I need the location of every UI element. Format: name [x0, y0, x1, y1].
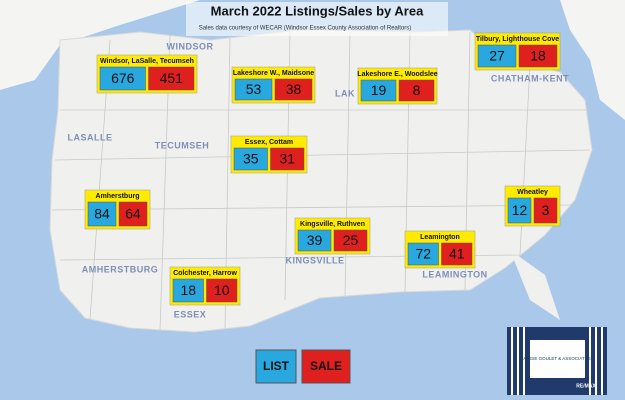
list-box — [360, 79, 397, 102]
sale-box — [118, 201, 148, 227]
subtitle: Sales data courtesy of WECAR (Windsor Es… — [199, 26, 411, 32]
sale-box — [518, 44, 558, 68]
list-box — [297, 229, 332, 252]
point-pelee — [510, 250, 560, 320]
sale-box — [533, 197, 558, 224]
list-box — [507, 197, 532, 224]
list-value: 72 — [415, 246, 431, 262]
list-box — [172, 278, 204, 303]
list-box — [87, 201, 117, 227]
list-value: 19 — [371, 82, 387, 98]
map-label: LASALLE — [68, 132, 113, 142]
area-name: Amherstburg — [96, 193, 140, 200]
logo-stripes — [511, 327, 603, 395]
map-label: LAK — [335, 88, 355, 98]
sale-box — [148, 66, 195, 91]
chatham-land — [560, 0, 625, 120]
road-grid — [51, 31, 591, 331]
sale-value: 41 — [449, 246, 465, 262]
sale-value: 18 — [530, 48, 546, 64]
michigan-land — [0, 0, 200, 90]
area-name: Lakeshore W., Maidsone — [233, 70, 314, 77]
logo-panel — [530, 340, 585, 378]
area-name: Colchester, Harrow — [173, 270, 237, 277]
list-box — [99, 66, 146, 91]
sale-value: 10 — [214, 282, 230, 298]
list-box — [477, 44, 517, 68]
legend-list-label: LIST — [263, 359, 290, 373]
area-name: Windsor, LaSalle, Tecumseh — [100, 58, 194, 65]
list-value: 84 — [94, 206, 110, 222]
area-name: Tilbury, Lighthouse Cove — [476, 36, 559, 43]
list-box — [233, 147, 268, 171]
logo-brand: RE/MAX — [576, 383, 596, 389]
area-boxes: Windsor, LaSalle, Tecumseh 676 451 Lakeshor… — [84, 32, 561, 306]
sale-value: 8 — [413, 82, 421, 98]
area-name: Essex, Cottam — [245, 139, 293, 146]
list-box — [234, 78, 273, 101]
list-value: 53 — [246, 81, 262, 97]
sale-box — [333, 229, 368, 252]
sale-value: 31 — [279, 151, 295, 167]
sale-value: 3 — [542, 202, 550, 218]
sale-box — [398, 79, 435, 102]
area-name: Kingsville, Ruthven — [300, 221, 365, 228]
map-label: AMHERSTBURG — [82, 264, 159, 274]
sale-box — [206, 278, 238, 303]
sale-box — [441, 242, 473, 266]
roads — [51, 31, 591, 331]
title-backdrop — [186, 2, 448, 36]
area-name: Lakeshore E., Woodslee — [357, 71, 438, 78]
legend-sale-label: SALE — [310, 359, 342, 373]
map-labels: WINDSOR LASALLE TECUMSEH LAK CHATHAM-KENT AMH… — [68, 41, 569, 319]
list-value: 18 — [180, 282, 196, 298]
sale-value: 451 — [160, 70, 184, 86]
legend-list — [255, 349, 297, 384]
sale-box — [274, 78, 313, 101]
legend-sale — [301, 349, 351, 384]
sale-box — [270, 147, 305, 171]
area-name: Wheatley — [517, 189, 548, 196]
map-label: TECUMSEH — [155, 140, 210, 150]
list-value: 39 — [307, 232, 323, 248]
logo-name: ANGIE GOULET & ASSOCIATES — [523, 356, 590, 361]
logo: ANGIE GOULET & ASSOCIATES RE/MAX — [507, 327, 607, 395]
sale-value: 25 — [343, 232, 359, 248]
list-box — [407, 242, 439, 266]
map-label: KINGSVILLE — [285, 255, 344, 265]
area-name: Leamington — [420, 234, 460, 241]
map-label: LEAMINGTON — [422, 269, 487, 279]
map-label: CHATHAM-KENT — [491, 73, 569, 83]
list-value: 12 — [512, 202, 528, 218]
map-label: WINDSOR — [167, 41, 214, 51]
sale-value: 38 — [286, 81, 302, 97]
map-label: ESSEX — [174, 309, 207, 319]
list-value: 676 — [111, 70, 135, 86]
sale-value: 64 — [125, 206, 141, 222]
title: March 2022 Listings/Sales by Area — [211, 3, 424, 18]
list-value: 35 — [243, 151, 259, 167]
list-value: 27 — [489, 48, 505, 64]
